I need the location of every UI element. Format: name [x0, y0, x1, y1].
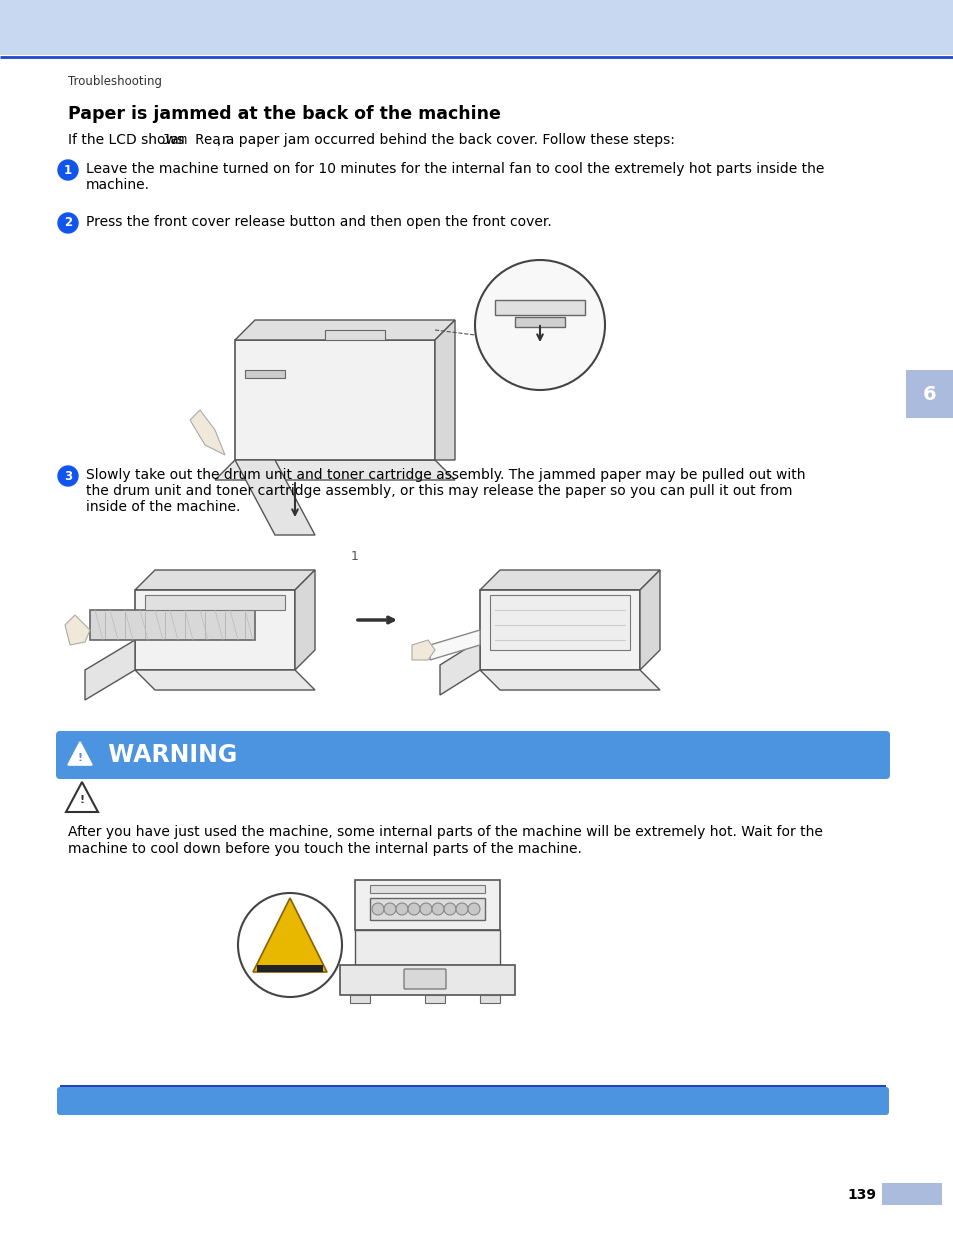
- FancyBboxPatch shape: [882, 1183, 941, 1205]
- FancyBboxPatch shape: [403, 969, 446, 989]
- Circle shape: [58, 212, 78, 233]
- FancyBboxPatch shape: [355, 930, 499, 965]
- Polygon shape: [256, 965, 323, 972]
- Circle shape: [395, 903, 408, 915]
- Polygon shape: [430, 630, 479, 659]
- Circle shape: [475, 261, 604, 390]
- Polygon shape: [639, 571, 659, 671]
- Polygon shape: [135, 671, 314, 690]
- Text: 2: 2: [64, 216, 72, 230]
- Text: !: !: [79, 795, 85, 805]
- Polygon shape: [479, 590, 639, 671]
- Text: 139: 139: [846, 1188, 875, 1202]
- Text: Jam Rear: Jam Rear: [162, 133, 229, 147]
- Text: If the LCD shows: If the LCD shows: [68, 133, 188, 147]
- FancyBboxPatch shape: [57, 1087, 888, 1115]
- FancyBboxPatch shape: [325, 330, 385, 340]
- FancyBboxPatch shape: [905, 370, 953, 417]
- FancyBboxPatch shape: [479, 995, 499, 1003]
- FancyBboxPatch shape: [490, 595, 629, 650]
- FancyBboxPatch shape: [60, 1086, 885, 1091]
- Polygon shape: [90, 610, 254, 640]
- Circle shape: [432, 903, 443, 915]
- Circle shape: [456, 903, 468, 915]
- Circle shape: [443, 903, 456, 915]
- Text: !: !: [77, 753, 83, 763]
- FancyBboxPatch shape: [56, 731, 889, 779]
- FancyBboxPatch shape: [370, 885, 484, 893]
- Circle shape: [372, 903, 384, 915]
- Circle shape: [468, 903, 479, 915]
- Polygon shape: [65, 615, 90, 645]
- Text: Troubleshooting: Troubleshooting: [68, 75, 162, 88]
- Text: inside of the machine.: inside of the machine.: [86, 500, 240, 514]
- Polygon shape: [135, 571, 314, 590]
- Circle shape: [58, 466, 78, 487]
- Text: Leave the machine turned on for 10 minutes for the internal fan to cool the extr: Leave the machine turned on for 10 minut…: [86, 162, 823, 177]
- Polygon shape: [234, 340, 435, 459]
- Circle shape: [237, 893, 341, 997]
- FancyBboxPatch shape: [495, 300, 584, 315]
- Text: Paper is jammed at the back of the machine: Paper is jammed at the back of the machi…: [68, 105, 500, 124]
- Polygon shape: [66, 782, 98, 811]
- Polygon shape: [479, 671, 659, 690]
- FancyBboxPatch shape: [515, 317, 564, 327]
- FancyBboxPatch shape: [355, 881, 499, 930]
- Polygon shape: [412, 640, 435, 659]
- Circle shape: [58, 161, 78, 180]
- Polygon shape: [253, 898, 327, 972]
- Polygon shape: [479, 571, 659, 590]
- Circle shape: [408, 903, 419, 915]
- Polygon shape: [435, 320, 455, 459]
- Text: WARNING: WARNING: [100, 743, 237, 767]
- Polygon shape: [190, 410, 225, 454]
- Text: 1: 1: [64, 163, 72, 177]
- Polygon shape: [214, 459, 455, 480]
- FancyBboxPatch shape: [245, 370, 285, 378]
- Text: Press the front cover release button and then open the front cover.: Press the front cover release button and…: [86, 215, 551, 228]
- Text: 1: 1: [351, 550, 358, 563]
- Text: machine.: machine.: [86, 178, 150, 191]
- Text: After you have just used the machine, some internal parts of the machine will be: After you have just used the machine, so…: [68, 825, 822, 839]
- FancyBboxPatch shape: [350, 995, 370, 1003]
- Polygon shape: [135, 590, 294, 671]
- Polygon shape: [68, 742, 91, 764]
- Text: machine to cool down before you touch the internal parts of the machine.: machine to cool down before you touch th…: [68, 842, 581, 856]
- Text: , a paper jam occurred behind the back cover. Follow these steps:: , a paper jam occurred behind the back c…: [216, 133, 674, 147]
- Text: 3: 3: [64, 469, 72, 483]
- Polygon shape: [234, 459, 314, 535]
- FancyBboxPatch shape: [145, 595, 285, 610]
- Text: Slowly take out the drum unit and toner cartridge assembly. The jammed paper may: Slowly take out the drum unit and toner …: [86, 468, 804, 482]
- Text: the drum unit and toner cartridge assembly, or this may release the paper so you: the drum unit and toner cartridge assemb…: [86, 484, 792, 498]
- Polygon shape: [439, 640, 479, 695]
- FancyBboxPatch shape: [0, 0, 953, 56]
- FancyBboxPatch shape: [339, 965, 515, 995]
- Polygon shape: [294, 571, 314, 671]
- Polygon shape: [85, 640, 135, 700]
- FancyBboxPatch shape: [424, 995, 444, 1003]
- Circle shape: [419, 903, 432, 915]
- FancyBboxPatch shape: [370, 898, 484, 920]
- Circle shape: [384, 903, 395, 915]
- Polygon shape: [234, 320, 455, 340]
- Text: 6: 6: [923, 384, 936, 404]
